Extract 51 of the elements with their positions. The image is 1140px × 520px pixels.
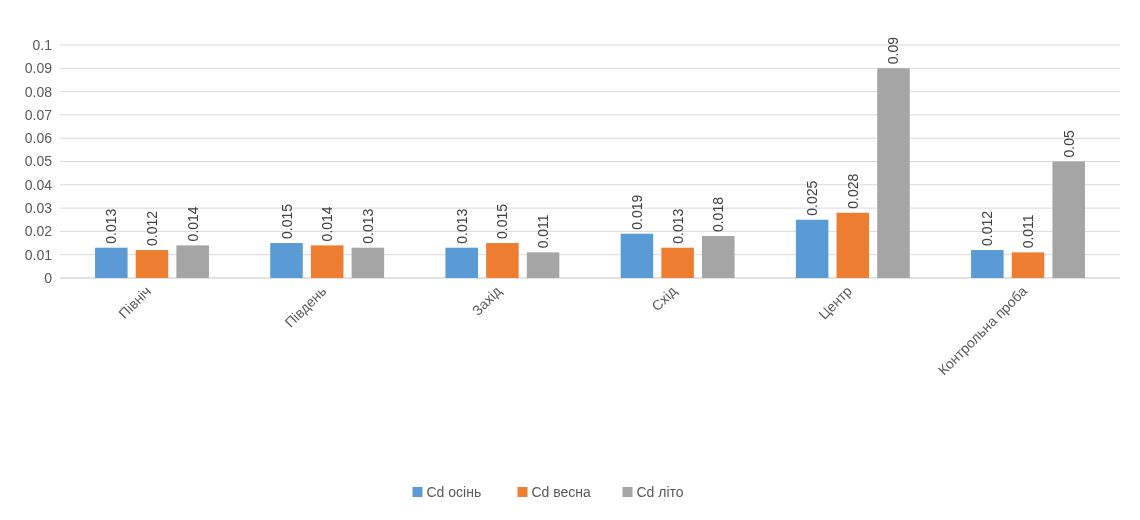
data-label: 0.025 [804,180,821,216]
data-label: 0.013 [359,208,376,244]
y-tick-label: 0.05 [24,153,53,170]
data-label: 0.011 [1020,214,1037,249]
data-label: 0.015 [494,203,511,240]
data-label: 0.014 [184,206,201,242]
data-label: 0.012 [143,210,160,247]
data-label: 0.013 [103,208,120,244]
bar [836,212,870,278]
data-label: 0.018 [710,196,727,233]
bar [486,243,519,278]
data-label: 0.028 [844,173,861,209]
x-tick-label: Схід [648,282,680,315]
data-label: 0.014 [319,206,336,242]
y-tick-label: 0.02 [24,223,53,240]
y-tick-label: 0.01 [24,246,53,263]
bar [270,243,303,278]
bar [445,247,478,278]
bar [1052,161,1085,278]
bar [176,245,209,278]
bar [661,247,694,278]
bar [971,250,1004,278]
data-label: 0.09 [885,36,902,65]
data-label: 0.05 [1060,130,1077,158]
data-label: 0.019 [628,194,645,230]
y-tick-label: 0.06 [24,130,53,147]
data-label: 0.011 [535,214,552,249]
y-tick-label: 0.03 [24,200,53,216]
bar [877,68,910,278]
y-tick-label: 0.07 [24,106,53,123]
bar [526,252,560,278]
legend-label: Cd весна [531,483,592,500]
data-label: 0.015 [278,203,295,240]
bar [620,233,654,278]
y-tick-label: 0.09 [24,60,53,77]
legend-label: Cd літо [636,483,684,500]
y-tick-label: 0.08 [24,83,53,100]
y-tick-label: 0.04 [24,176,53,193]
bar [702,236,735,278]
data-label: 0.012 [979,210,996,247]
bar [351,247,385,278]
data-label: 0.013 [669,208,686,244]
y-tick-label: 0 [44,269,53,286]
data-label: 0.013 [453,208,470,244]
bar [795,219,829,278]
legend-label: Cd осінь [426,483,482,500]
bar [310,245,344,278]
bar [135,250,169,278]
bar [1011,252,1045,278]
bar [95,247,128,278]
y-tick-label: 0.1 [32,36,53,53]
